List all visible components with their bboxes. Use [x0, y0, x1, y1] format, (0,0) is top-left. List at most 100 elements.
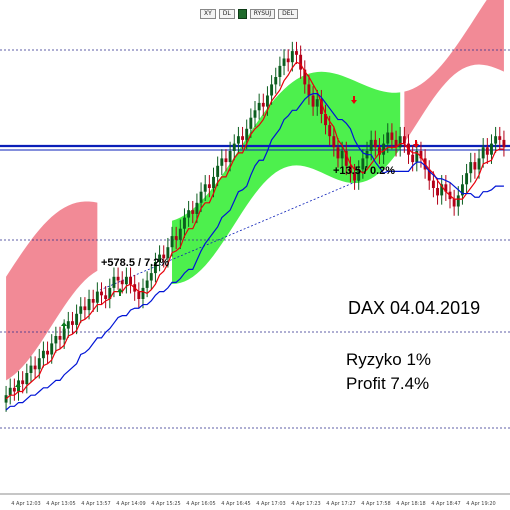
x-tick-label: 4 Apr 12:03 — [11, 501, 40, 507]
candle-body — [249, 117, 253, 129]
candle-body — [427, 169, 431, 181]
candle-body — [21, 380, 25, 385]
candle-body — [490, 143, 493, 155]
x-tick-label: 4 Apr 15:25 — [151, 501, 180, 507]
candle-body — [299, 54, 303, 70]
candle-body — [95, 291, 99, 303]
candle-body — [353, 173, 357, 181]
kijun-line — [5, 93, 504, 411]
candle-body — [286, 58, 290, 63]
candle-body — [270, 84, 274, 96]
candle-body — [137, 291, 141, 299]
candle-body — [295, 51, 298, 55]
draw-button[interactable]: RYSUJ — [249, 9, 276, 19]
candle-body — [469, 162, 473, 174]
candle-body — [303, 69, 307, 85]
candle-body — [477, 158, 481, 170]
candle-body — [8, 387, 12, 396]
candle-body — [112, 276, 116, 288]
candle-body — [419, 151, 423, 159]
candle-body — [361, 158, 365, 170]
candle-body — [245, 128, 249, 140]
trade-label-2: +13.5 / 0.2% — [333, 165, 395, 177]
delete-button[interactable]: DEL — [278, 9, 298, 19]
x-tick-label: 4 Apr 16:05 — [186, 501, 215, 507]
x-tick-label: 4 Apr 19:20 — [466, 501, 495, 507]
candle-body — [170, 236, 174, 248]
candle-body — [183, 217, 186, 229]
candle-body — [311, 95, 315, 107]
candle-body — [236, 136, 240, 144]
candle-body — [149, 273, 153, 281]
candle-body — [220, 158, 224, 166]
candle-body — [50, 343, 54, 355]
candle-body — [411, 154, 415, 163]
candle-body — [228, 151, 232, 163]
candle-body — [431, 180, 435, 188]
candle-body — [278, 65, 282, 77]
dl-button[interactable]: DL — [218, 9, 235, 19]
candle-body — [382, 143, 386, 155]
candle-body — [241, 136, 245, 140]
candle-body — [162, 254, 166, 259]
candle-body — [328, 125, 332, 137]
candle-body — [378, 147, 381, 155]
candle-body — [402, 136, 406, 144]
x-tick-label: 4 Apr 17:03 — [256, 501, 285, 507]
candle-body — [129, 276, 132, 285]
candle-body — [460, 184, 464, 196]
candle-body — [91, 299, 95, 303]
x-tick-label: 4 Apr 13:57 — [81, 501, 110, 507]
candle-body — [120, 280, 124, 285]
drawing-toolbar: XY DL RYSUJ DEL — [200, 9, 298, 19]
candle-body — [104, 295, 108, 299]
x-tick-label: 4 Apr 14:09 — [116, 501, 145, 507]
candle-body — [141, 287, 145, 299]
candle-body — [203, 184, 207, 192]
candle-body — [58, 336, 62, 340]
candle-body — [216, 165, 220, 177]
candle-body — [253, 110, 257, 118]
candle-body — [398, 136, 402, 148]
candle-body — [46, 350, 50, 355]
chart-title: DAX 04.04.2019 — [348, 298, 481, 318]
cloud-bearish-right — [404, 0, 504, 143]
x-tick-label: 4 Apr 16:45 — [221, 501, 250, 507]
candle-body — [357, 169, 361, 181]
candle-body — [415, 151, 419, 163]
candle-body — [191, 210, 195, 214]
candle-body — [436, 188, 439, 196]
x-tick-label: 4 Apr 17:27 — [326, 501, 355, 507]
candle-body — [481, 147, 485, 159]
xy-button[interactable]: XY — [200, 9, 216, 19]
candle-body — [332, 136, 336, 148]
signal-arrow-up-2 — [117, 288, 123, 296]
candle-body — [498, 136, 502, 140]
candle-body — [100, 291, 103, 296]
candle-body — [108, 287, 112, 299]
signal-arrow-up-0 — [15, 383, 21, 391]
x-tick-label: 4 Apr 17:23 — [291, 501, 320, 507]
x-tick-label: 4 Apr 13:05 — [46, 501, 75, 507]
candle-body — [274, 77, 278, 85]
candle-body — [315, 99, 319, 107]
candle-body — [207, 184, 211, 188]
candle-body — [265, 95, 269, 107]
candle-body — [145, 280, 149, 288]
candle-body — [71, 321, 74, 325]
candle-body — [485, 147, 489, 155]
candle-body — [124, 276, 128, 285]
candle-body — [390, 132, 394, 140]
candle-body — [369, 139, 373, 151]
candle-body — [212, 176, 215, 188]
candle-body — [62, 328, 66, 340]
x-tick-label: 4 Apr 17:58 — [361, 501, 390, 507]
candle-body — [4, 395, 8, 403]
candle-body — [340, 151, 344, 159]
cloud-bullish — [172, 71, 401, 285]
candle-body — [465, 173, 469, 185]
color-swatch-button[interactable] — [237, 9, 247, 19]
candle-body — [66, 321, 70, 329]
candle-body — [257, 102, 261, 111]
